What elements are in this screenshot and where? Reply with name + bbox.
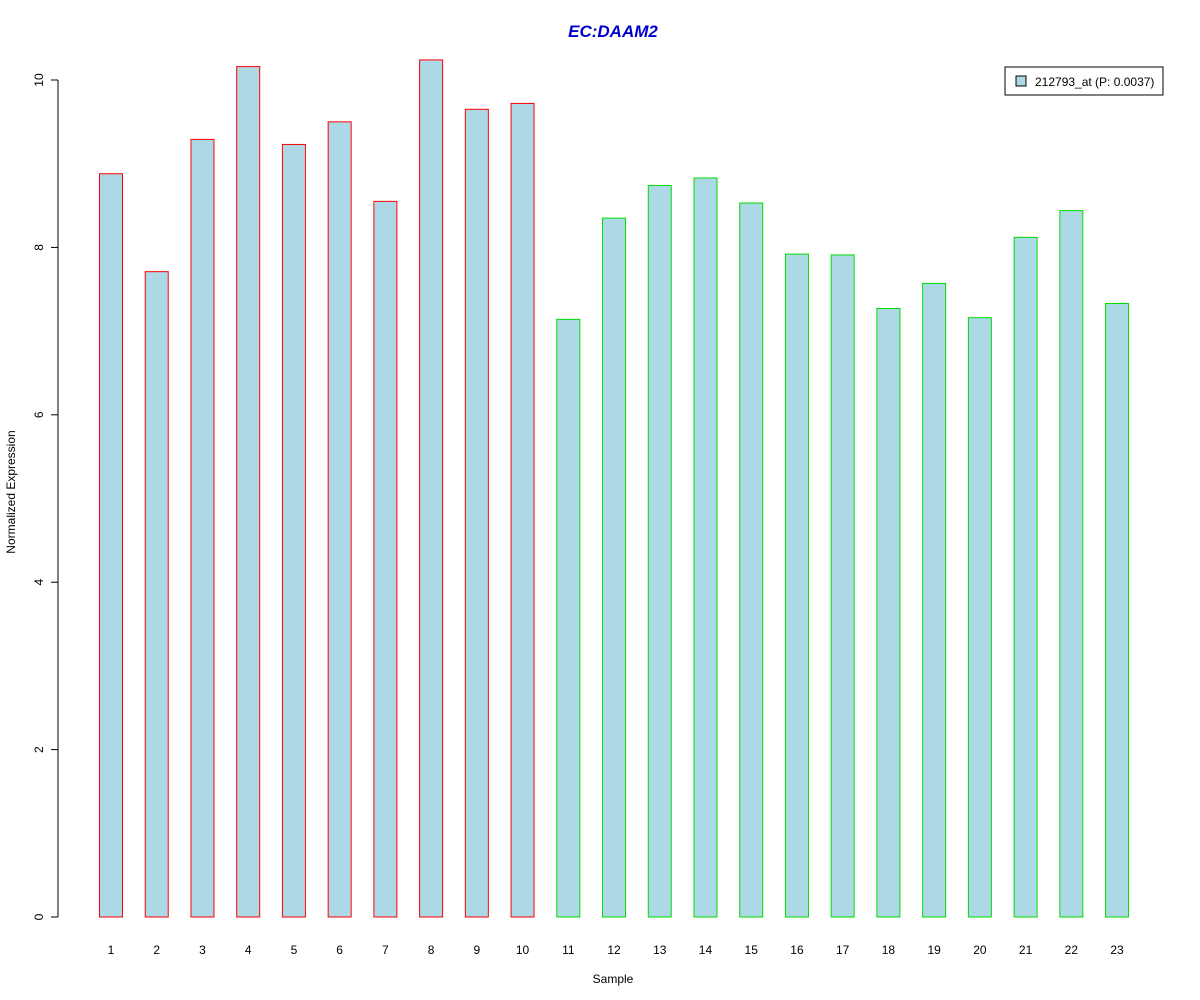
y-tick-label: 4 xyxy=(32,579,46,586)
bar-sample-1 xyxy=(99,173,123,918)
bar-sample-4 xyxy=(236,66,261,918)
x-tick-label: 4 xyxy=(245,943,252,957)
bar-sample-9 xyxy=(464,108,489,918)
legend: 212793_at (P: 0.0037) xyxy=(1004,66,1164,96)
y-tick-label: 10 xyxy=(32,73,46,87)
x-tick-label: 5 xyxy=(291,943,298,957)
x-tick-label: 1 xyxy=(108,943,115,957)
bar-sample-16 xyxy=(784,253,809,918)
bar-sample-10 xyxy=(510,102,535,918)
x-tick-label: 19 xyxy=(927,943,941,957)
bar-sample-8 xyxy=(419,59,444,918)
x-tick-label: 14 xyxy=(699,943,713,957)
x-tick-label: 20 xyxy=(973,943,987,957)
x-tick-label: 17 xyxy=(836,943,850,957)
x-tick-label: 22 xyxy=(1065,943,1079,957)
bar-sample-6 xyxy=(327,121,352,918)
y-axis-label: Normalized Expression xyxy=(4,430,18,553)
y-axis-ticks: 0 2 4 6 8 10 xyxy=(32,73,58,920)
bar-sample-23 xyxy=(1105,302,1130,918)
x-tick-label: 11 xyxy=(562,943,575,957)
bar-sample-11 xyxy=(556,318,581,918)
bar-sample-7 xyxy=(373,200,398,918)
x-tick-labels: 1 2 3 4 5 6 7 8 9 10 11 12 13 14 15 16 17 18 19 20 21 22 23 xyxy=(108,943,1124,957)
bar-sample-18 xyxy=(876,308,901,918)
bar-sample-14 xyxy=(693,177,718,918)
bar-sample-5 xyxy=(281,143,306,918)
bars xyxy=(99,59,1130,918)
bar-sample-3 xyxy=(190,138,215,918)
x-tick-label: 3 xyxy=(199,943,206,957)
y-tick-label: 6 xyxy=(32,411,46,418)
x-tick-label: 18 xyxy=(882,943,896,957)
x-tick-label: 10 xyxy=(516,943,530,957)
legend-label: 212793_at (P: 0.0037) xyxy=(1035,75,1154,89)
y-tick-label: 8 xyxy=(32,244,46,251)
x-axis-label: Sample xyxy=(593,972,634,986)
x-tick-label: 12 xyxy=(607,943,621,957)
bar-sample-21 xyxy=(1013,236,1038,918)
x-tick-label: 16 xyxy=(790,943,804,957)
bar-sample-15 xyxy=(739,202,764,918)
legend-swatch xyxy=(1015,75,1027,87)
x-tick-label: 13 xyxy=(653,943,667,957)
x-tick-label: 23 xyxy=(1110,943,1124,957)
x-tick-label: 2 xyxy=(153,943,160,957)
x-tick-label: 7 xyxy=(382,943,389,957)
legend-box xyxy=(1004,66,1164,96)
bar-sample-2 xyxy=(144,271,169,918)
x-tick-label: 6 xyxy=(336,943,343,957)
bar-sample-13 xyxy=(647,184,672,918)
x-tick-label: 15 xyxy=(745,943,759,957)
bar-sample-20 xyxy=(967,317,992,918)
bar-sample-12 xyxy=(602,217,627,918)
bar-sample-17 xyxy=(830,254,855,918)
y-tick-label: 0 xyxy=(32,913,46,920)
y-tick-label: 2 xyxy=(32,746,46,753)
x-tick-label: 8 xyxy=(428,943,435,957)
x-tick-label: 9 xyxy=(473,943,480,957)
bar-sample-22 xyxy=(1059,210,1084,918)
chart-title: EC:DAAM2 xyxy=(568,22,658,41)
x-tick-label: 21 xyxy=(1019,943,1033,957)
bar-sample-19 xyxy=(922,282,947,918)
